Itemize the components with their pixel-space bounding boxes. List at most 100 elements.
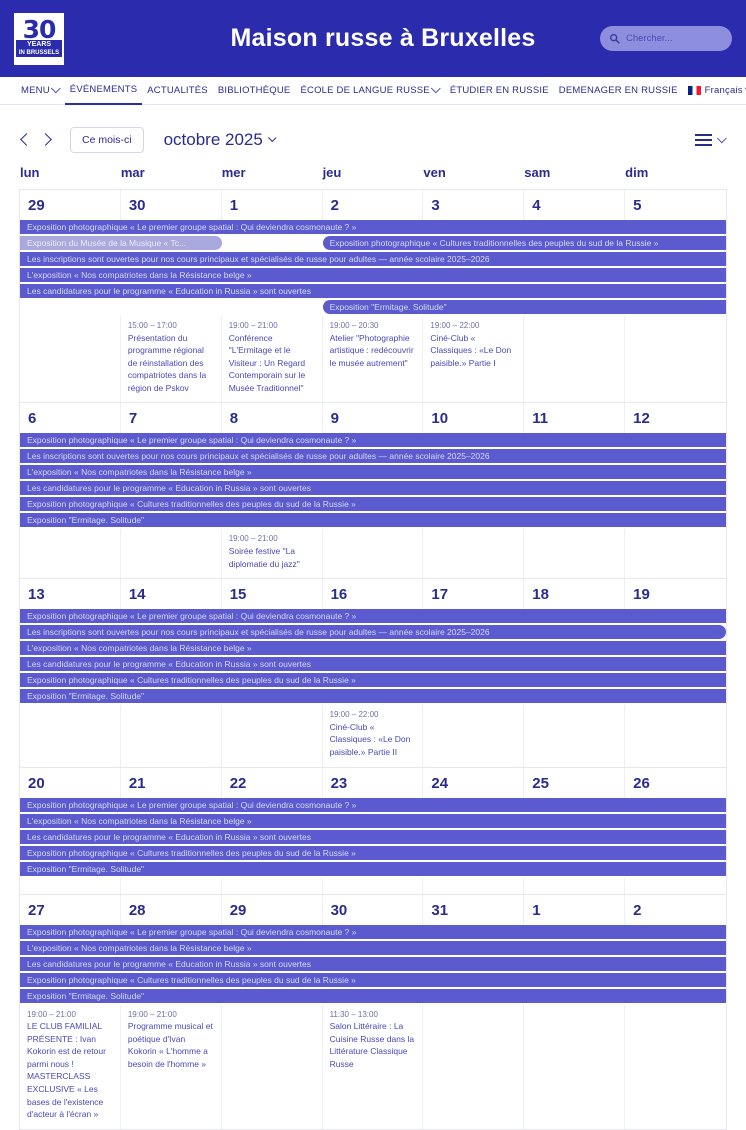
event-title[interactable]: Soirée festive "La diplomatie du jazz": [228, 546, 300, 569]
all-day-event-bar[interactable]: L'exposition « Nos compatriotes dans la …: [20, 813, 726, 828]
all-day-event-bar[interactable]: Exposition "Ermitage. Solitude": [20, 861, 726, 876]
event-title[interactable]: Présentation du programme régional de ré…: [127, 332, 207, 393]
day-cell[interactable]: [524, 529, 626, 579]
nav-item-ecole-de-langue-russe[interactable]: ÉCOLE DE LANGUE RUSSE: [295, 77, 444, 105]
all-day-event-bar[interactable]: Exposition photographique « Cultures tra…: [20, 845, 726, 860]
day-cell[interactable]: [121, 529, 222, 579]
day-cell[interactable]: [20, 529, 121, 579]
event-title[interactable]: Ciné-Club « Classiques : «Le Don paisibl…: [430, 332, 512, 368]
day-number[interactable]: 24: [423, 767, 525, 798]
day-number[interactable]: 15: [222, 579, 323, 610]
day-number[interactable]: 29: [20, 190, 121, 220]
all-day-event-bar[interactable]: Exposition photographique « Cultures tra…: [20, 972, 726, 987]
day-cell[interactable]: 19:00 – 22:00 Ciné-Club « Classiques : «L…: [423, 316, 525, 403]
view-switcher[interactable]: [695, 132, 727, 147]
all-day-event-bar[interactable]: Exposition "Ermitage. Solitude": [20, 689, 726, 704]
day-cell[interactable]: [222, 1004, 323, 1129]
all-day-event-bar[interactable]: Exposition "Ermitage. Solitude": [20, 513, 726, 528]
all-day-event-bar[interactable]: Exposition photographique « Le premier g…: [20, 924, 726, 939]
all-day-event-bar[interactable]: Exposition photographique « Le premier g…: [20, 433, 726, 448]
all-day-event-bar[interactable]: Exposition "Ermitage. Solitude": [20, 988, 726, 1003]
day-cell[interactable]: [524, 316, 626, 403]
all-day-event-bar[interactable]: Les candidatures pour le programme « Edu…: [20, 284, 726, 298]
day-number[interactable]: 6: [20, 403, 121, 434]
day-number[interactable]: 30: [121, 190, 222, 220]
day-number[interactable]: 16: [323, 579, 424, 610]
next-month-button[interactable]: [41, 132, 54, 148]
day-cell[interactable]: [625, 529, 726, 578]
nav-item-demenager-en-russie[interactable]: DEMENAGER EN RUSSIE: [554, 77, 683, 105]
nav-item-bibliotheque[interactable]: BIBLIOTHÈQUE: [213, 77, 296, 105]
day-number[interactable]: 25: [524, 767, 626, 798]
day-number[interactable]: 9: [323, 403, 424, 434]
day-cell[interactable]: [121, 877, 222, 894]
nav-item-etudier-en-russie[interactable]: ÉTUDIER EN RUSSIE: [445, 77, 554, 105]
all-day-event-bar[interactable]: Exposition photographique « Cultures tra…: [322, 236, 726, 250]
day-number[interactable]: 1: [524, 894, 626, 925]
day-number[interactable]: 31: [423, 894, 525, 925]
day-cell[interactable]: [625, 316, 726, 402]
nav-item-evenements[interactable]: ÉVÉNEMENTS: [64, 77, 143, 105]
all-day-event-bar[interactable]: Exposition photographique « Le premier g…: [20, 220, 726, 234]
day-cell[interactable]: [423, 705, 525, 767]
all-day-event-bar[interactable]: Exposition photographique « Le premier g…: [20, 797, 726, 812]
day-number[interactable]: 11: [524, 403, 626, 434]
day-cell[interactable]: [625, 878, 726, 894]
all-day-event-bar[interactable]: Exposition du Musée de la Musique « Tc..…: [20, 236, 222, 250]
day-number[interactable]: 17: [423, 579, 525, 610]
all-day-event-bar[interactable]: Les candidatures pour le programme « Edu…: [20, 956, 726, 971]
day-number[interactable]: 23: [323, 767, 424, 798]
event-title[interactable]: LE CLUB FAMILIAL PRÉSENTE : Ivan Kokorin…: [27, 1021, 106, 1120]
day-cell[interactable]: [222, 877, 323, 894]
day-cell[interactable]: 11:30 – 13:00 Salon Littéraire : La Cuisi…: [323, 1004, 424, 1129]
day-number[interactable]: 18: [524, 579, 626, 610]
nav-item-menu[interactable]: MENU: [16, 77, 65, 105]
day-number[interactable]: 19: [633, 586, 650, 604]
day-number[interactable]: 13: [20, 579, 121, 610]
all-day-event-bar[interactable]: Exposition photographique « Le premier g…: [20, 609, 726, 624]
all-day-event-bar[interactable]: Les inscriptions sont ouvertes pour nos …: [20, 449, 726, 464]
day-cell[interactable]: [524, 877, 626, 894]
day-cell[interactable]: [625, 705, 726, 766]
day-cell[interactable]: [20, 877, 121, 894]
today-button[interactable]: Ce mois-ci: [70, 127, 144, 153]
day-cell[interactable]: [323, 529, 424, 579]
day-number[interactable]: 27: [20, 894, 121, 925]
day-number[interactable]: 29: [222, 894, 323, 925]
day-number[interactable]: 8: [222, 403, 323, 434]
day-number[interactable]: 2: [633, 901, 642, 919]
day-number[interactable]: 28: [121, 894, 222, 925]
day-number[interactable]: 1: [222, 190, 323, 220]
event-title[interactable]: Conférence "L'Ermitage et le Visiteur : …: [228, 332, 306, 393]
day-cell[interactable]: [222, 705, 323, 767]
day-number[interactable]: 5: [633, 197, 642, 214]
day-cell[interactable]: [423, 1004, 525, 1129]
day-cell[interactable]: 19:00 – 21:00 Conférence "L'Ermitage et l…: [222, 316, 323, 403]
all-day-event-bar[interactable]: Exposition "Ermitage. Solitude": [322, 300, 726, 314]
event-title[interactable]: Salon Littéraire : La Cuisine Russe dans…: [329, 1021, 415, 1069]
day-cell[interactable]: 19:00 – 21:00 LE CLUB FAMILIAL PRÉSENTE :…: [20, 1004, 121, 1129]
day-number[interactable]: 26: [633, 774, 650, 792]
event-title[interactable]: Ciné-Club « Classiques : «Le Don paisibl…: [329, 721, 411, 757]
day-number[interactable]: 3: [423, 190, 525, 220]
all-day-event-bar[interactable]: Exposition photographique « Cultures tra…: [20, 673, 726, 688]
all-day-event-bar[interactable]: L'exposition « Nos compatriotes dans la …: [20, 465, 726, 480]
day-cell[interactable]: [20, 705, 121, 767]
day-number[interactable]: 4: [524, 190, 626, 220]
day-cell[interactable]: [323, 877, 424, 894]
all-day-event-bar[interactable]: Les candidatures pour le programme « Edu…: [20, 481, 726, 496]
all-day-event-bar[interactable]: Les candidatures pour le programme « Edu…: [20, 657, 726, 672]
day-number[interactable]: 20: [20, 767, 121, 798]
day-number[interactable]: 14: [121, 579, 222, 610]
day-number[interactable]: 2: [323, 190, 424, 220]
day-cell[interactable]: [121, 705, 222, 767]
all-day-event-bar[interactable]: Les inscriptions sont ouvertes pour nos …: [20, 252, 726, 266]
day-number[interactable]: 10: [423, 403, 525, 434]
day-cell[interactable]: [423, 529, 525, 579]
all-day-event-bar[interactable]: Exposition photographique « Cultures tra…: [20, 497, 726, 512]
all-day-event-bar[interactable]: L'exposition « Nos compatriotes dans la …: [20, 268, 726, 282]
day-cell[interactable]: 19:00 – 21:00 Soirée festive "La diplomat…: [222, 529, 323, 579]
day-cell[interactable]: 19:00 – 22:00 Ciné-Club « Classiques : «L…: [323, 705, 424, 767]
month-title-dropdown[interactable]: octobre 2025: [164, 130, 277, 150]
day-number[interactable]: 12: [633, 410, 650, 428]
